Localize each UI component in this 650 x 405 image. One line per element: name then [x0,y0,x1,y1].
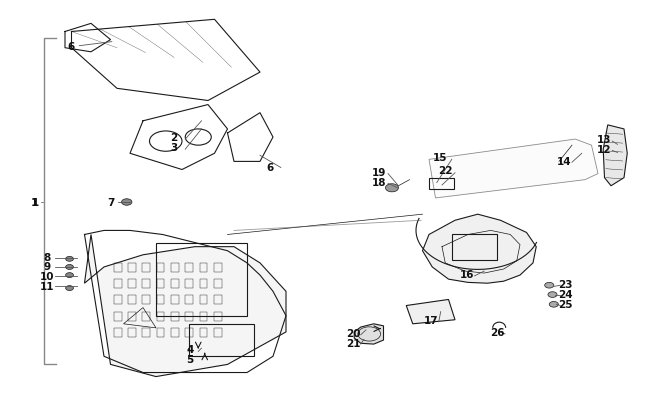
Circle shape [385,184,398,192]
Bar [114,296,122,305]
Text: 15: 15 [433,153,447,163]
Polygon shape [429,140,598,198]
Text: 10: 10 [40,271,55,281]
Text: 5: 5 [186,354,194,364]
Text: 25: 25 [558,300,573,309]
Bar [157,328,164,337]
Bar [114,312,122,321]
Circle shape [122,199,132,206]
Text: 11: 11 [40,281,55,291]
Circle shape [549,302,558,307]
Bar [157,312,164,321]
Bar [171,296,179,305]
Text: 12: 12 [597,145,612,155]
Bar [185,312,193,321]
Text: 6: 6 [266,163,274,173]
Bar [200,263,207,272]
Text: 20: 20 [346,328,360,338]
Bar [114,279,122,288]
Text: 21: 21 [346,338,360,348]
Text: 6: 6 [68,42,75,51]
Bar [200,312,207,321]
Bar [128,312,136,321]
Bar [142,263,150,272]
Bar [157,279,164,288]
Bar [171,279,179,288]
Bar [114,328,122,337]
Text: 8: 8 [44,252,51,262]
Text: 9: 9 [44,262,51,271]
Bar [214,312,222,321]
Bar [156,243,247,316]
Bar [128,263,136,272]
Circle shape [548,292,557,298]
Bar [200,279,207,288]
Bar [214,296,222,305]
Polygon shape [354,324,383,344]
Bar [171,328,179,337]
Text: 16: 16 [460,270,474,279]
Bar [185,328,193,337]
Bar [185,296,193,305]
Text: 23: 23 [558,279,573,289]
Bar [185,279,193,288]
Circle shape [66,286,73,291]
Bar [142,279,150,288]
Bar [185,263,193,272]
Bar [142,328,150,337]
Circle shape [66,257,73,262]
Text: 24: 24 [558,290,573,299]
Bar [200,296,207,305]
Text: 19: 19 [372,168,386,177]
Polygon shape [422,215,536,284]
Bar [429,178,454,190]
Bar [157,263,164,272]
Polygon shape [603,126,627,186]
Polygon shape [84,235,286,377]
Bar [188,324,254,356]
Text: 26: 26 [490,327,504,337]
Text: 17: 17 [424,315,438,325]
Bar [128,328,136,337]
Bar [200,328,207,337]
Bar [128,279,136,288]
Circle shape [66,273,73,278]
Circle shape [545,283,554,288]
Text: 1: 1 [32,198,40,207]
Bar [128,296,136,305]
Bar [157,296,164,305]
Bar [114,263,122,272]
Text: 3: 3 [170,143,178,153]
Bar [142,296,150,305]
Bar [214,328,222,337]
Bar [214,279,222,288]
Text: 4: 4 [186,344,194,354]
Text: 13: 13 [597,135,612,145]
Text: 1: 1 [31,198,38,207]
Bar [214,263,222,272]
Bar [171,263,179,272]
Bar [452,234,497,260]
Circle shape [66,265,73,270]
Text: 2: 2 [170,133,178,143]
Text: 18: 18 [372,177,386,187]
Bar [171,312,179,321]
Polygon shape [406,300,455,324]
Text: 14: 14 [557,156,571,166]
Text: 22: 22 [438,166,452,176]
Text: 7: 7 [107,198,114,207]
Bar [142,312,150,321]
